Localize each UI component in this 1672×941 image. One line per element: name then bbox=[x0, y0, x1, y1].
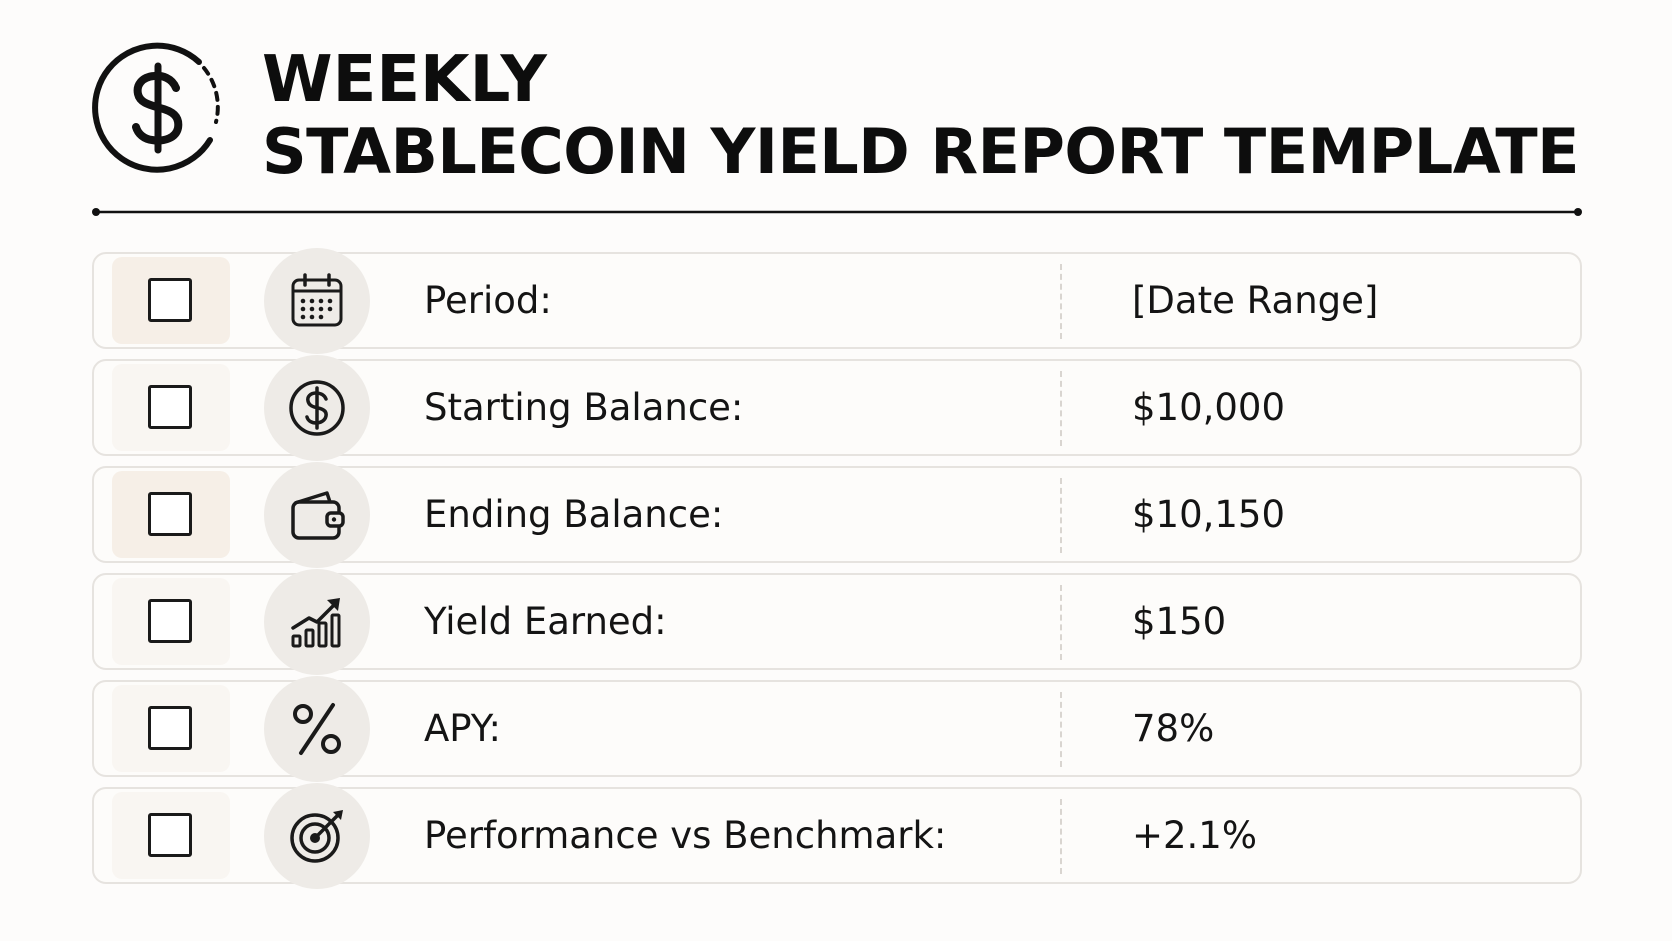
report-header: WEEKLY STABLECOIN YIELD REPORT TEMPLATE bbox=[92, 40, 1592, 188]
checkbox-cell bbox=[112, 364, 230, 451]
checkbox-cell bbox=[112, 257, 230, 344]
row-ending-balance: Ending Balance: $10,150 bbox=[92, 462, 1582, 568]
icon-badge bbox=[264, 462, 370, 568]
growth-chart-icon bbox=[291, 598, 341, 648]
field-value: $10,000 bbox=[1132, 386, 1286, 429]
column-separator bbox=[1060, 264, 1062, 339]
dollar-circle-icon bbox=[289, 380, 345, 436]
field-label: Starting Balance: bbox=[424, 386, 744, 429]
dollar-coin-icon bbox=[92, 42, 220, 173]
row-yield-earned: Yield Earned: $150 bbox=[92, 569, 1582, 675]
icon-badge bbox=[264, 569, 370, 675]
field-value: +2.1% bbox=[1132, 814, 1258, 857]
target-icon bbox=[290, 810, 343, 863]
title-line-2: STABLECOIN YIELD REPORT TEMPLATE bbox=[262, 115, 1580, 188]
report-fields-list: Period: [Date Range] Starting Balance: $… bbox=[92, 248, 1582, 889]
icon-badge bbox=[264, 783, 370, 889]
field-label: Ending Balance: bbox=[424, 493, 724, 536]
wallet-icon bbox=[291, 491, 345, 540]
report-title: WEEKLY STABLECOIN YIELD REPORT TEMPLATE bbox=[262, 43, 1580, 188]
field-label: Period: bbox=[424, 279, 552, 322]
icon-badge bbox=[264, 355, 370, 461]
icon-badge bbox=[264, 248, 370, 354]
period-checkbox[interactable] bbox=[148, 278, 192, 322]
column-separator bbox=[1060, 478, 1062, 553]
apy-checkbox[interactable] bbox=[148, 706, 192, 750]
field-label: APY: bbox=[424, 707, 501, 750]
column-separator bbox=[1060, 799, 1062, 874]
column-separator bbox=[1060, 371, 1062, 446]
row-starting-balance: Starting Balance: $10,000 bbox=[92, 355, 1582, 461]
performance-checkbox[interactable] bbox=[148, 813, 192, 857]
ending-balance-checkbox[interactable] bbox=[148, 492, 192, 536]
yield-earned-checkbox[interactable] bbox=[148, 599, 192, 643]
percent-icon bbox=[293, 703, 341, 755]
field-value: $150 bbox=[1132, 600, 1227, 643]
checkbox-cell bbox=[112, 792, 230, 879]
calendar-icon bbox=[291, 273, 343, 327]
field-label: Performance vs Benchmark: bbox=[424, 814, 947, 857]
icon-badge bbox=[264, 676, 370, 782]
checkbox-cell bbox=[112, 578, 230, 665]
checkbox-cell bbox=[112, 685, 230, 772]
title-line-1: WEEKLY bbox=[262, 43, 547, 117]
column-separator bbox=[1060, 692, 1062, 767]
row-apy: APY: 78% bbox=[92, 676, 1582, 782]
header-divider bbox=[92, 208, 1582, 216]
row-period: Period: [Date Range] bbox=[92, 248, 1582, 354]
starting-balance-checkbox[interactable] bbox=[148, 385, 192, 429]
field-label: Yield Earned: bbox=[424, 600, 667, 643]
row-performance-vs-benchmark: Performance vs Benchmark: +2.1% bbox=[92, 783, 1582, 889]
field-value: 78% bbox=[1132, 707, 1215, 750]
checkbox-cell bbox=[112, 471, 230, 558]
field-value: $10,150 bbox=[1132, 493, 1286, 536]
column-separator bbox=[1060, 585, 1062, 660]
field-value: [Date Range] bbox=[1132, 279, 1379, 322]
